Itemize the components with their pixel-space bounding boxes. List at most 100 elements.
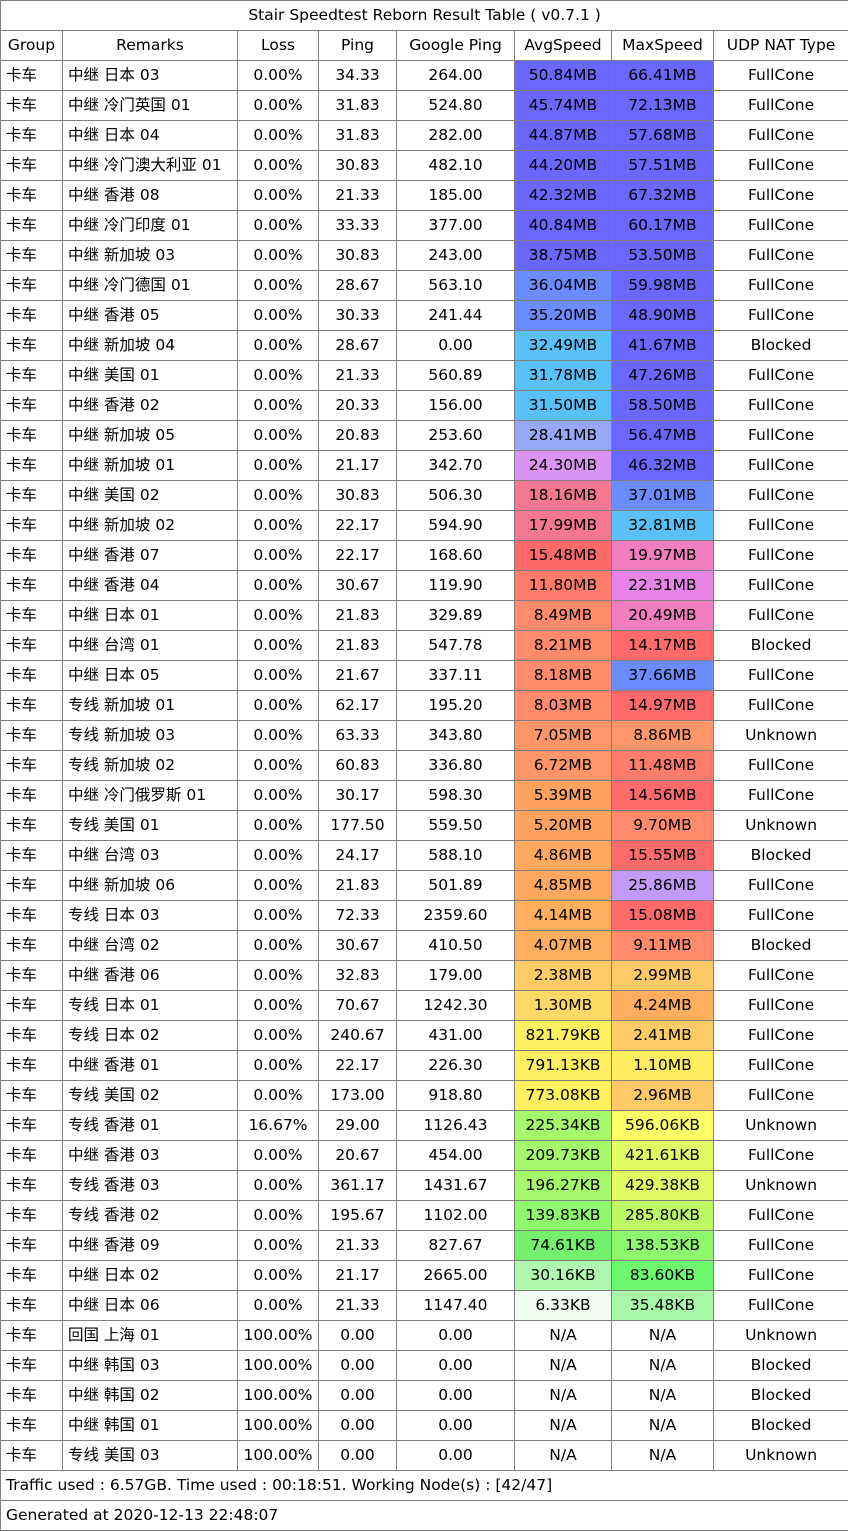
cell-google-ping: 827.67	[397, 1231, 515, 1261]
cell-udp-nat-type: Blocked	[714, 631, 848, 661]
cell-max-speed: 2.99MB	[612, 961, 714, 991]
cell-google-ping: 560.89	[397, 361, 515, 391]
cell-avg-speed: 8.49MB	[515, 601, 612, 631]
cell-udp-nat-type: FullCone	[714, 361, 848, 391]
cell-group: 卡车	[1, 1441, 63, 1471]
cell-loss: 0.00%	[238, 361, 319, 391]
cell-google-ping: 2359.60	[397, 901, 515, 931]
cell-udp-nat-type: FullCone	[714, 751, 848, 781]
cell-remarks: 中继 美国 02	[63, 481, 238, 511]
cell-max-speed: 4.24MB	[612, 991, 714, 1021]
cell-udp-nat-type: Unknown	[714, 1321, 848, 1351]
cell-loss: 0.00%	[238, 1171, 319, 1201]
cell-max-speed: 9.11MB	[612, 931, 714, 961]
cell-google-ping: 241.44	[397, 301, 515, 331]
cell-udp-nat-type: Blocked	[714, 331, 848, 361]
cell-udp-nat-type: Blocked	[714, 931, 848, 961]
cell-group: 卡车	[1, 451, 63, 481]
cell-loss: 0.00%	[238, 1261, 319, 1291]
cell-ping: 30.83	[319, 481, 397, 511]
header-max-speed: MaxSpeed	[612, 31, 714, 61]
cell-max-speed: 60.17MB	[612, 211, 714, 241]
cell-loss: 100.00%	[238, 1381, 319, 1411]
cell-udp-nat-type: FullCone	[714, 1051, 848, 1081]
cell-remarks: 中继 新加坡 02	[63, 511, 238, 541]
cell-remarks: 专线 香港 03	[63, 1171, 238, 1201]
cell-ping: 240.67	[319, 1021, 397, 1051]
cell-loss: 0.00%	[238, 61, 319, 91]
cell-group: 卡车	[1, 1111, 63, 1141]
cell-ping: 20.83	[319, 421, 397, 451]
cell-google-ping: 336.80	[397, 751, 515, 781]
cell-udp-nat-type: FullCone	[714, 961, 848, 991]
cell-google-ping: 337.11	[397, 661, 515, 691]
cell-remarks: 专线 美国 02	[63, 1081, 238, 1111]
cell-remarks: 中继 香港 03	[63, 1141, 238, 1171]
cell-ping: 28.67	[319, 271, 397, 301]
header-udp-nat-type: UDP NAT Type	[714, 31, 848, 61]
cell-ping: 30.33	[319, 301, 397, 331]
cell-udp-nat-type: FullCone	[714, 511, 848, 541]
cell-max-speed: 35.48KB	[612, 1291, 714, 1321]
cell-avg-speed: 45.74MB	[515, 91, 612, 121]
cell-avg-speed: 4.14MB	[515, 901, 612, 931]
cell-loss: 0.00%	[238, 991, 319, 1021]
cell-remarks: 中继 台湾 01	[63, 631, 238, 661]
cell-max-speed: 66.41MB	[612, 61, 714, 91]
cell-loss: 0.00%	[238, 571, 319, 601]
cell-ping: 30.67	[319, 931, 397, 961]
cell-avg-speed: 196.27KB	[515, 1171, 612, 1201]
cell-ping: 21.33	[319, 181, 397, 211]
cell-loss: 0.00%	[238, 601, 319, 631]
cell-ping: 60.83	[319, 751, 397, 781]
cell-avg-speed: 50.84MB	[515, 61, 612, 91]
cell-loss: 0.00%	[238, 1201, 319, 1231]
cell-max-speed: 72.13MB	[612, 91, 714, 121]
cell-udp-nat-type: Unknown	[714, 1111, 848, 1141]
cell-loss: 0.00%	[238, 901, 319, 931]
cell-ping: 24.17	[319, 841, 397, 871]
cell-google-ping: 524.80	[397, 91, 515, 121]
cell-group: 卡车	[1, 211, 63, 241]
cell-ping: 21.67	[319, 661, 397, 691]
cell-udp-nat-type: FullCone	[714, 61, 848, 91]
cell-ping: 30.83	[319, 151, 397, 181]
cell-avg-speed: 11.80MB	[515, 571, 612, 601]
cell-avg-speed: 5.20MB	[515, 811, 612, 841]
cell-ping: 33.33	[319, 211, 397, 241]
cell-remarks: 中继 台湾 03	[63, 841, 238, 871]
cell-group: 卡车	[1, 631, 63, 661]
cell-ping: 21.83	[319, 871, 397, 901]
cell-udp-nat-type: FullCone	[714, 901, 848, 931]
cell-loss: 0.00%	[238, 1291, 319, 1321]
cell-udp-nat-type: FullCone	[714, 1261, 848, 1291]
cell-google-ping: 598.30	[397, 781, 515, 811]
cell-max-speed: 57.68MB	[612, 121, 714, 151]
cell-remarks: 中继 香港 07	[63, 541, 238, 571]
cell-avg-speed: 4.07MB	[515, 931, 612, 961]
cell-avg-speed: 17.99MB	[515, 511, 612, 541]
cell-avg-speed: 8.18MB	[515, 661, 612, 691]
cell-google-ping: 563.10	[397, 271, 515, 301]
cell-remarks: 中继 新加坡 01	[63, 451, 238, 481]
cell-udp-nat-type: FullCone	[714, 391, 848, 421]
cell-udp-nat-type: FullCone	[714, 571, 848, 601]
cell-google-ping: 156.00	[397, 391, 515, 421]
cell-remarks: 中继 新加坡 06	[63, 871, 238, 901]
cell-max-speed: 41.67MB	[612, 331, 714, 361]
cell-avg-speed: 36.04MB	[515, 271, 612, 301]
cell-group: 卡车	[1, 271, 63, 301]
